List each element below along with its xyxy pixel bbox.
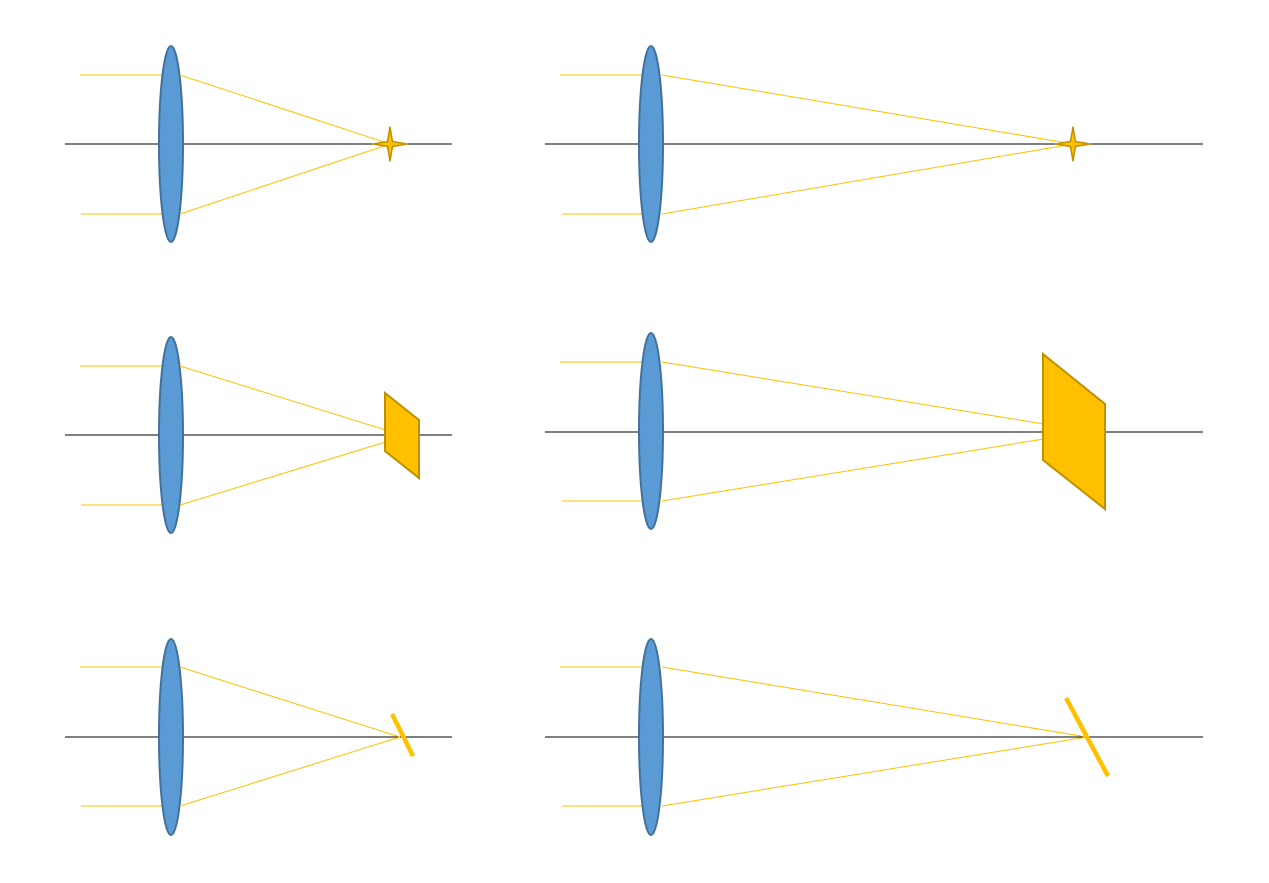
refracted-ray-bottom bbox=[179, 439, 393, 506]
convex-lens bbox=[638, 332, 664, 530]
panel-row3-short-focal bbox=[65, 638, 452, 836]
convex-lens bbox=[638, 45, 664, 243]
refracted-ray-top bbox=[661, 74, 1074, 145]
refracted-ray-top bbox=[661, 361, 1051, 426]
panel-row3-long-focal bbox=[545, 638, 1203, 836]
convex-lens bbox=[158, 638, 184, 836]
convex-lens bbox=[158, 45, 184, 243]
panel-row2-long-focal bbox=[545, 332, 1203, 530]
refracted-ray-bottom bbox=[661, 736, 1088, 807]
refracted-ray-bottom bbox=[661, 143, 1074, 215]
tilted-image-line bbox=[1064, 696, 1110, 778]
refracted-ray-top bbox=[179, 365, 393, 433]
refracted-ray-top bbox=[179, 666, 401, 738]
panel-row1-long-focal bbox=[545, 45, 1203, 243]
focal-point-star-icon bbox=[1055, 126, 1091, 162]
refracted-ray-bottom bbox=[179, 736, 401, 807]
refracted-ray-top bbox=[179, 74, 391, 145]
tilted-image-plane bbox=[384, 390, 420, 481]
refracted-ray-bottom bbox=[661, 437, 1051, 502]
convex-lens bbox=[638, 638, 664, 836]
refracted-ray-bottom bbox=[179, 143, 391, 215]
focal-point-star-icon bbox=[372, 126, 408, 162]
tilted-image-plane bbox=[1042, 351, 1106, 512]
panel-row1-short-focal bbox=[65, 45, 452, 243]
convex-lens bbox=[158, 336, 184, 534]
refracted-ray-top bbox=[661, 666, 1088, 738]
panel-row2-short-focal bbox=[65, 336, 452, 534]
tilted-image-line bbox=[389, 712, 416, 758]
